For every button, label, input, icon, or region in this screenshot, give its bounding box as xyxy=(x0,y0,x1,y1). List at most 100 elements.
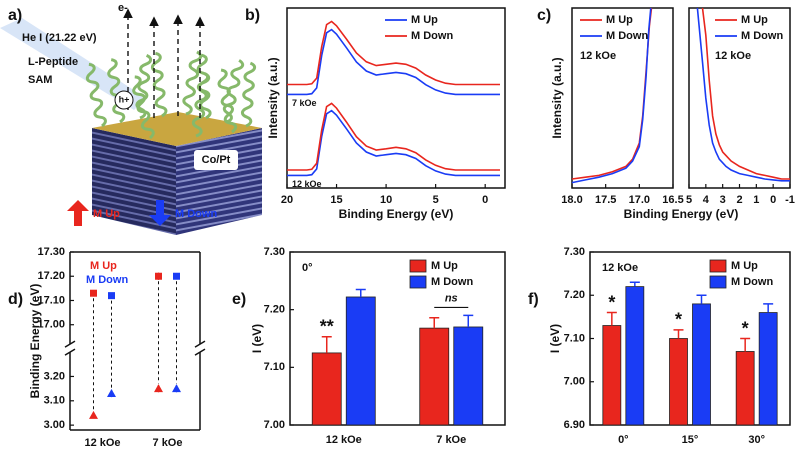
plot-frame xyxy=(571,7,674,189)
panel-label: c) xyxy=(537,7,551,24)
plot-frame xyxy=(286,7,506,189)
hole-circle xyxy=(114,90,134,110)
axis-line xyxy=(64,340,76,348)
down-label: M Down xyxy=(175,208,217,220)
significance: * xyxy=(742,318,749,338)
bar xyxy=(625,286,645,426)
x-tick-label: 0° xyxy=(618,434,629,446)
stack-left xyxy=(92,128,176,235)
peptide-label: L-Peptide xyxy=(28,56,78,68)
bar xyxy=(692,303,711,426)
y-axis-label: Intensity (a.u.) xyxy=(550,57,564,138)
y-tick-label: 17.10 xyxy=(37,294,65,306)
group-label: 12 kOe xyxy=(292,179,322,189)
x-tick-label: 0 xyxy=(482,194,488,206)
y-tick-label: 3.00 xyxy=(44,419,65,431)
note: 0° xyxy=(302,262,313,274)
bar xyxy=(669,338,688,426)
light-beam xyxy=(0,18,146,110)
significance: * xyxy=(675,310,682,330)
point xyxy=(107,388,116,397)
x-tick-label: 7 kOe xyxy=(153,437,183,449)
up-label: M Up xyxy=(93,208,120,220)
curve xyxy=(287,28,500,96)
y-tick-label: 3.20 xyxy=(44,370,65,382)
panel-label: d) xyxy=(8,291,23,308)
error-bar xyxy=(321,336,332,353)
bar xyxy=(419,327,450,426)
y-tick-label: 6.90 xyxy=(564,419,585,431)
x-tick-label: 7 kOe xyxy=(436,434,466,446)
legend-swatch xyxy=(409,275,427,289)
bar xyxy=(345,296,376,426)
y-axis-label: I (eV) xyxy=(548,324,562,353)
x-tick-label: 15 xyxy=(330,194,342,206)
panel-label: e) xyxy=(232,291,246,308)
error-bar xyxy=(463,314,474,327)
bar xyxy=(453,326,484,426)
down-arrow xyxy=(149,200,171,226)
x-tick-label: 20 xyxy=(281,194,293,206)
x-tick-label: 18.0 xyxy=(561,194,582,206)
axis-line xyxy=(64,348,76,356)
legend-label: M Up xyxy=(606,14,633,26)
legend-swatch xyxy=(409,259,427,273)
axis-line xyxy=(194,348,206,356)
x-tick-label: 3 xyxy=(720,194,726,206)
y-tick-label: 7.10 xyxy=(264,361,285,373)
substrate-box xyxy=(194,150,238,170)
hole-label: h+ xyxy=(119,94,130,104)
curve xyxy=(701,7,790,180)
significance: ** xyxy=(320,317,334,337)
y-tick-label: 7.20 xyxy=(564,289,585,301)
error-bar xyxy=(763,303,774,313)
error-bar xyxy=(629,281,640,287)
y-tick-label: 7.10 xyxy=(564,332,585,344)
bar xyxy=(758,312,778,426)
bar xyxy=(311,352,342,426)
error-bar xyxy=(740,337,751,352)
substrate-label: Co/Pt xyxy=(202,154,231,166)
legend-label: M Up xyxy=(411,14,438,26)
legend-label: M Up xyxy=(431,260,458,272)
point xyxy=(172,384,181,393)
y-tick-label: 7.30 xyxy=(264,246,285,258)
note: 12 kOe xyxy=(715,50,751,62)
curve xyxy=(287,109,500,177)
legend-label: M Down xyxy=(731,276,773,288)
sam-label: SAM xyxy=(28,74,52,86)
error-bar xyxy=(696,294,707,304)
x-tick-label: 17.5 xyxy=(595,194,616,206)
legend-label: M Down xyxy=(741,30,783,42)
note: 12 kOe xyxy=(580,50,616,62)
x-tick-label: -1 xyxy=(785,194,795,206)
legend-label: M Up xyxy=(741,14,768,26)
x-tick-label: 12 kOe xyxy=(326,434,362,446)
bar xyxy=(602,325,622,426)
electron-arrows xyxy=(123,8,205,118)
legend-swatch xyxy=(709,275,727,289)
legend-label: M Down xyxy=(411,30,453,42)
x-tick-label: 16.5 xyxy=(662,194,683,206)
legend-label: M Up xyxy=(731,260,758,272)
y-axis-label: I (eV) xyxy=(250,324,264,353)
x-tick-label: 5 xyxy=(433,194,439,206)
x-tick-label: 1 xyxy=(753,194,759,206)
x-axis-label: Binding Energy (eV) xyxy=(624,207,739,221)
curve xyxy=(571,7,652,184)
gold-layer xyxy=(92,112,262,146)
x-tick-label: 15° xyxy=(682,434,699,446)
electron-label: e- xyxy=(118,2,128,14)
y-tick-label: 17.30 xyxy=(37,246,65,258)
point xyxy=(90,289,97,297)
point xyxy=(173,272,180,280)
schematic: h+ e- a) He I (21.22 eV) L-Peptide SAM C… xyxy=(0,2,262,235)
legend-label: M Down xyxy=(431,276,473,288)
bar xyxy=(735,351,755,426)
y-tick-label: 17.00 xyxy=(37,319,65,331)
x-axis-label: Binding Energy (eV) xyxy=(339,207,454,221)
y-tick-label: 7.30 xyxy=(564,246,585,258)
curve xyxy=(287,102,500,171)
x-tick-label: 5 xyxy=(686,194,692,206)
